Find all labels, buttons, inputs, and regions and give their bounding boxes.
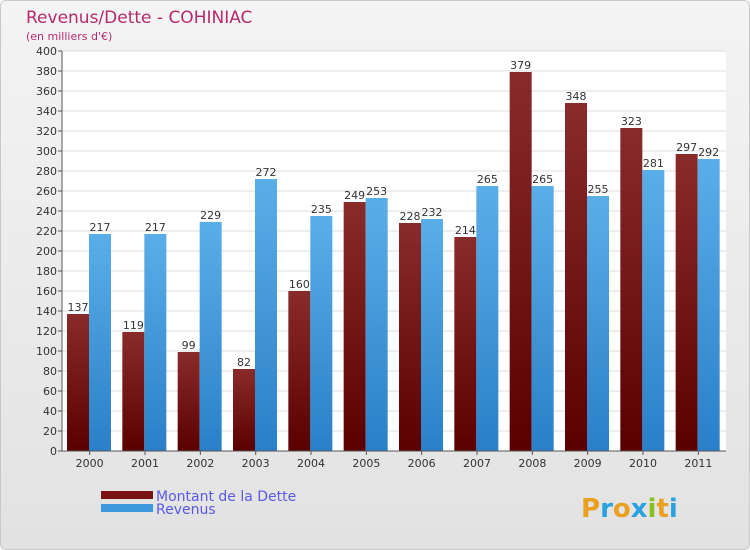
- chart-title: Revenus/Dette - COHINIAC: [26, 8, 252, 28]
- y-tick-label: 380: [36, 65, 57, 78]
- bar-dette: [177, 352, 200, 451]
- data-label: 297: [676, 141, 697, 154]
- y-tick-label: 80: [43, 365, 57, 378]
- x-tick-label: 2011: [684, 457, 712, 470]
- logo-letter: P: [581, 494, 600, 524]
- data-label: 249: [344, 189, 365, 202]
- logo-letter: r: [600, 494, 613, 524]
- data-label: 228: [400, 210, 421, 223]
- data-label: 214: [455, 224, 476, 237]
- bar-dette: [288, 291, 311, 451]
- x-tick-label: 2007: [463, 457, 491, 470]
- bar-dette: [509, 72, 532, 451]
- legend-label: Montant de la Dette: [156, 489, 296, 505]
- bar-dette: [565, 103, 587, 451]
- y-tick-label: 340: [36, 105, 57, 118]
- logo-letter: i: [648, 494, 657, 524]
- x-tick-label: 2002: [186, 457, 214, 470]
- y-tick-label: 100: [36, 345, 57, 358]
- logo-letter: x: [631, 494, 648, 524]
- data-label: 323: [621, 115, 642, 128]
- bar-revenus: [697, 159, 720, 451]
- legend-swatch: [101, 491, 153, 499]
- data-label: 82: [237, 356, 251, 369]
- x-tick-label: 2004: [297, 457, 325, 470]
- bar-revenus: [421, 219, 443, 451]
- y-tick-label: 40: [43, 405, 57, 418]
- proxiti-logo: Proxiti: [581, 494, 678, 524]
- data-label: 232: [422, 206, 443, 219]
- bar-revenus: [365, 198, 388, 451]
- bar-revenus: [255, 179, 277, 451]
- x-tick-label: 2008: [518, 457, 546, 470]
- y-tick-label: 60: [43, 385, 57, 398]
- y-tick-label: 280: [36, 165, 57, 178]
- x-tick-label: 2006: [408, 457, 436, 470]
- data-label: 272: [256, 166, 277, 179]
- data-label: 292: [698, 146, 719, 159]
- logo-letter: i: [669, 494, 678, 524]
- bar-dette: [122, 332, 145, 451]
- x-tick-label: 2009: [574, 457, 602, 470]
- data-label: 281: [643, 157, 664, 170]
- logo-letter: t: [656, 494, 668, 524]
- data-label: 160: [289, 278, 310, 291]
- y-tick-label: 120: [36, 325, 57, 338]
- y-tick-label: 0: [50, 445, 57, 458]
- bar-dette: [675, 154, 698, 451]
- bar-revenus: [587, 196, 609, 451]
- data-label: 379: [510, 59, 531, 72]
- y-tick-label: 400: [36, 45, 57, 58]
- y-tick-label: 20: [43, 425, 57, 438]
- x-tick-label: 2003: [242, 457, 270, 470]
- data-label: 265: [477, 173, 498, 186]
- data-label: 255: [588, 183, 609, 196]
- bar-revenus: [144, 234, 167, 451]
- bar-revenus: [89, 234, 111, 451]
- bar-dette: [620, 128, 643, 451]
- legend-label: Revenus: [156, 502, 216, 518]
- y-tick-label: 240: [36, 205, 57, 218]
- bar-dette: [454, 237, 477, 451]
- data-label: 348: [566, 90, 587, 103]
- bar-revenus: [531, 186, 554, 451]
- data-label: 253: [366, 185, 387, 198]
- y-tick-label: 300: [36, 145, 57, 158]
- data-label: 229: [200, 209, 221, 222]
- bar-dette: [343, 202, 366, 451]
- y-tick-label: 200: [36, 245, 57, 258]
- bar-revenus: [476, 186, 499, 451]
- chart-subtitle: (en milliers d'€): [26, 30, 112, 43]
- y-tick-label: 140: [36, 305, 57, 318]
- y-tick-label: 260: [36, 185, 57, 198]
- x-tick-label: 2005: [352, 457, 380, 470]
- y-tick-label: 180: [36, 265, 57, 278]
- legend-swatch: [101, 504, 153, 512]
- bar-dette: [399, 223, 421, 451]
- data-label: 137: [68, 301, 89, 314]
- data-label: 217: [90, 221, 111, 234]
- y-tick-label: 360: [36, 85, 57, 98]
- data-label: 99: [182, 339, 196, 352]
- bar-revenus: [199, 222, 222, 451]
- bar-dette: [67, 314, 89, 451]
- logo-letter: o: [613, 494, 631, 524]
- bar-revenus: [310, 216, 333, 451]
- x-tick-label: 2000: [76, 457, 104, 470]
- bar-dette: [233, 369, 255, 451]
- x-tick-label: 2001: [131, 457, 159, 470]
- data-label: 235: [311, 203, 332, 216]
- data-label: 217: [145, 221, 166, 234]
- bar-revenus: [642, 170, 665, 451]
- y-tick-label: 320: [36, 125, 57, 138]
- data-label: 265: [532, 173, 553, 186]
- data-label: 119: [123, 319, 144, 332]
- y-tick-label: 160: [36, 285, 57, 298]
- y-tick-label: 220: [36, 225, 57, 238]
- x-tick-label: 2010: [629, 457, 657, 470]
